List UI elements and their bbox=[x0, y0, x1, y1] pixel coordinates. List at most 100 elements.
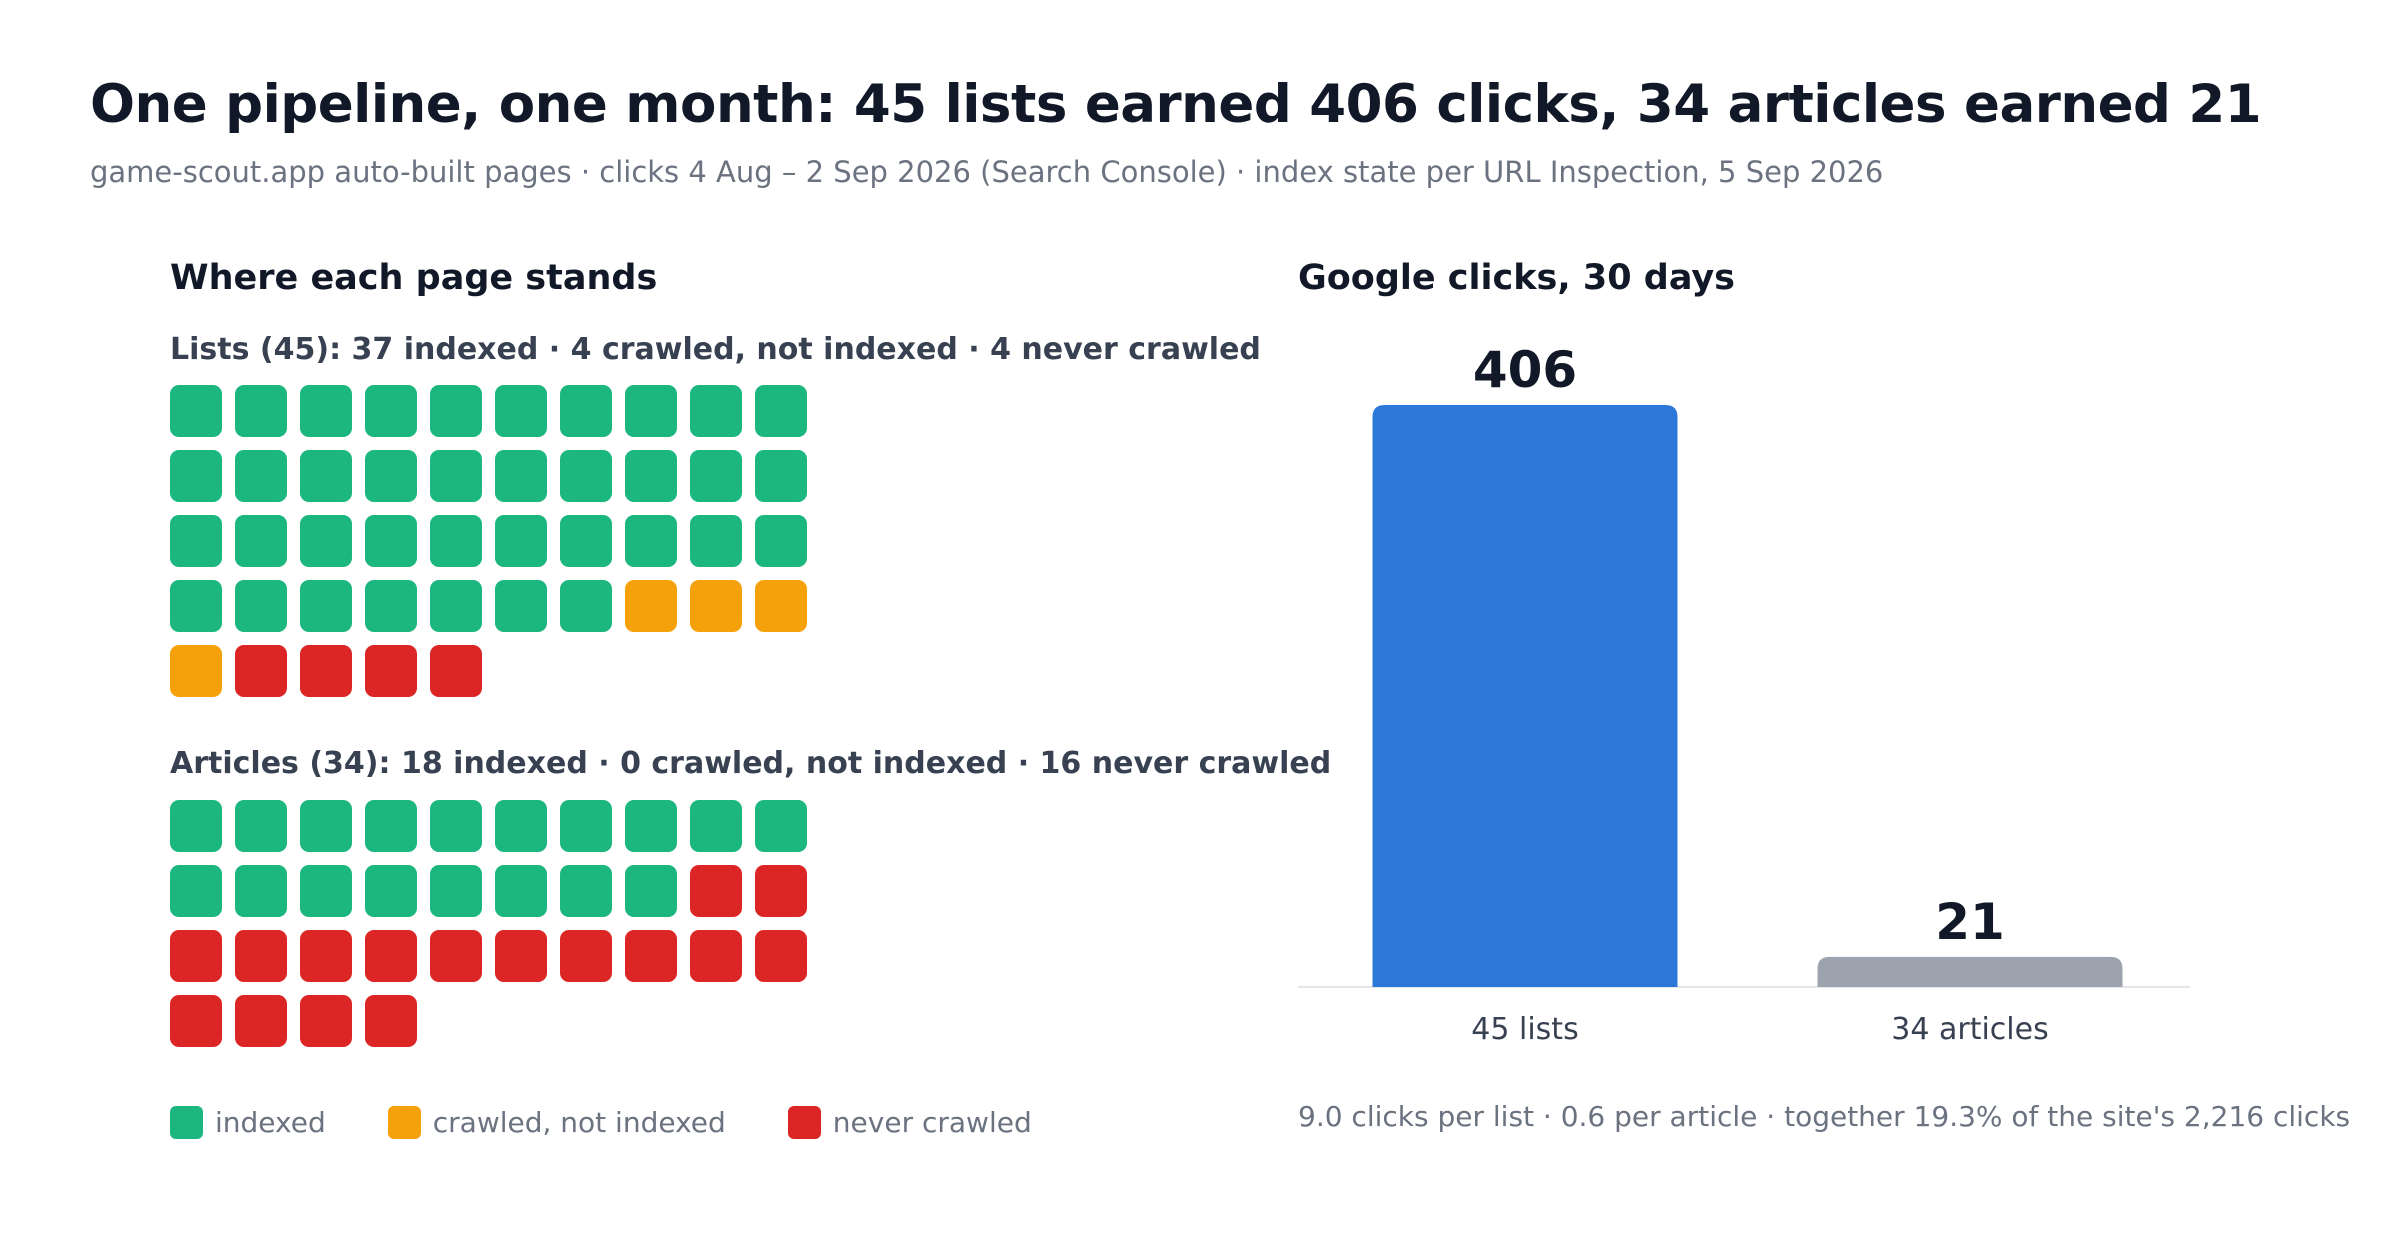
waffle-cell-indexed bbox=[300, 385, 352, 437]
waffle-cell-indexed bbox=[560, 865, 612, 917]
waffle-cell-indexed bbox=[235, 800, 287, 852]
waffle-cell-crawled-not-indexed bbox=[625, 580, 677, 632]
waffle-cell-indexed bbox=[300, 800, 352, 852]
waffle-cell-indexed bbox=[365, 450, 417, 502]
chart-title: One pipeline, one month: 45 lists earned… bbox=[90, 74, 2262, 135]
chart-footnote: 9.0 clicks per list · 0.6 per article · … bbox=[1298, 1100, 2351, 1133]
waffle-cell-indexed bbox=[560, 385, 612, 437]
waffle-cell-indexed bbox=[625, 385, 677, 437]
chart-subtitle: game-scout.app auto-built pages · clicks… bbox=[90, 155, 1884, 189]
waffle-cell-indexed bbox=[365, 515, 417, 567]
category-label: 45 lists bbox=[1471, 1012, 1578, 1047]
waffle-cell-indexed bbox=[170, 580, 222, 632]
bar-value-label: 406 bbox=[1473, 341, 1577, 399]
waffle-cell-indexed bbox=[365, 385, 417, 437]
waffle-cell-indexed bbox=[690, 385, 742, 437]
legend-item-never-crawled: never crawled bbox=[787, 1106, 1032, 1139]
waffle-cell-never-crawled bbox=[365, 930, 417, 982]
waffle-cell-indexed bbox=[690, 800, 742, 852]
waffle-cell-indexed bbox=[170, 385, 222, 437]
waffle-cell-indexed bbox=[300, 865, 352, 917]
waffle-cell-crawled-not-indexed bbox=[170, 645, 222, 697]
waffle-cell-indexed bbox=[170, 450, 222, 502]
waffle-cell-indexed bbox=[365, 800, 417, 852]
legend-item-crawled-not-indexed: crawled, not indexed bbox=[387, 1106, 726, 1139]
category-label: 34 articles bbox=[1891, 1012, 2048, 1047]
waffle-legend: indexed crawled, not indexed never crawl… bbox=[170, 1106, 1094, 1139]
waffle-cell-indexed bbox=[300, 515, 352, 567]
waffle-cell-never-crawled bbox=[625, 930, 677, 982]
waffle-cell-indexed bbox=[495, 865, 547, 917]
waffle-cell-indexed bbox=[235, 515, 287, 567]
waffle-cell-indexed bbox=[365, 580, 417, 632]
waffle-cell-never-crawled bbox=[365, 995, 417, 1047]
waffle-cell-indexed bbox=[560, 580, 612, 632]
waffle-cell-indexed bbox=[625, 865, 677, 917]
waffle-cell-indexed bbox=[560, 450, 612, 502]
waffle-cell-indexed bbox=[755, 450, 807, 502]
waffle-cell-crawled-not-indexed bbox=[690, 580, 742, 632]
legend-swatch-indexed bbox=[170, 1106, 203, 1139]
waffle-cell-indexed bbox=[690, 515, 742, 567]
articles-group-label: Articles (34): 18 indexed · 0 crawled, n… bbox=[170, 746, 1332, 781]
waffle-cell-indexed bbox=[560, 515, 612, 567]
waffle-cell-indexed bbox=[235, 865, 287, 917]
waffle-cell-indexed bbox=[495, 580, 547, 632]
waffle-cell-indexed bbox=[625, 515, 677, 567]
waffle-cell-never-crawled bbox=[365, 645, 417, 697]
waffle-cell-never-crawled bbox=[430, 930, 482, 982]
waffle-cell-never-crawled bbox=[235, 645, 287, 697]
waffle-cell-never-crawled bbox=[300, 995, 352, 1047]
waffle-cell-indexed bbox=[235, 385, 287, 437]
waffle-cell-indexed bbox=[430, 580, 482, 632]
waffle-cell-never-crawled bbox=[170, 930, 222, 982]
waffle-cell-crawled-not-indexed bbox=[755, 580, 807, 632]
waffle-cell-indexed bbox=[560, 800, 612, 852]
waffle-cell-never-crawled bbox=[235, 930, 287, 982]
waffle-cell-never-crawled bbox=[690, 865, 742, 917]
legend-label-indexed: indexed bbox=[215, 1106, 326, 1139]
lists-group-label: Lists (45): 37 indexed · 4 crawled, not … bbox=[170, 332, 1261, 367]
waffle-cell-indexed bbox=[300, 580, 352, 632]
waffle-cell-indexed bbox=[755, 515, 807, 567]
waffle-cell-indexed bbox=[430, 515, 482, 567]
waffle-cell-indexed bbox=[430, 865, 482, 917]
waffle-cell-indexed bbox=[170, 515, 222, 567]
bar-articles bbox=[1817, 956, 2123, 987]
waffle-cell-never-crawled bbox=[755, 930, 807, 982]
waffle-cell-indexed bbox=[495, 450, 547, 502]
legend-label-never-crawled: never crawled bbox=[832, 1106, 1032, 1139]
waffle-cell-indexed bbox=[300, 450, 352, 502]
bar-panel-title: Google clicks, 30 days bbox=[1298, 258, 1736, 298]
waffle-cell-indexed bbox=[235, 450, 287, 502]
waffle-cell-indexed bbox=[495, 515, 547, 567]
waffle-cell-never-crawled bbox=[560, 930, 612, 982]
waffle-cell-never-crawled bbox=[755, 865, 807, 917]
waffle-cell-indexed bbox=[430, 385, 482, 437]
waffle-cell-indexed bbox=[690, 450, 742, 502]
waffle-cell-indexed bbox=[430, 450, 482, 502]
waffle-cell-never-crawled bbox=[690, 930, 742, 982]
waffle-cell-never-crawled bbox=[430, 645, 482, 697]
legend-swatch-crawled-not-indexed bbox=[387, 1106, 421, 1139]
waffle-cell-indexed bbox=[170, 865, 222, 917]
waffle-cell-indexed bbox=[495, 385, 547, 437]
waffle-cell-never-crawled bbox=[170, 995, 222, 1047]
waffle-cell-never-crawled bbox=[235, 995, 287, 1047]
waffle-cell-never-crawled bbox=[300, 645, 352, 697]
waffle-cell-indexed bbox=[365, 865, 417, 917]
legend-item-indexed: indexed bbox=[170, 1106, 326, 1139]
waffle-cell-never-crawled bbox=[495, 930, 547, 982]
waffle-panel-title: Where each page stands bbox=[170, 258, 658, 298]
legend-label-crawled-not-indexed: crawled, not indexed bbox=[432, 1106, 726, 1139]
bar-value-label: 21 bbox=[1935, 893, 2005, 951]
waffle-cell-indexed bbox=[625, 800, 677, 852]
waffle-cell-never-crawled bbox=[300, 930, 352, 982]
clicks-bar-chart: 406 45 lists 21 34 articles bbox=[1298, 341, 2190, 1047]
waffle-cell-indexed bbox=[755, 385, 807, 437]
waffle-cell-indexed bbox=[170, 800, 222, 852]
legend-swatch-never-crawled bbox=[787, 1106, 821, 1139]
waffle-cell-indexed bbox=[430, 800, 482, 852]
waffle-cell-indexed bbox=[625, 450, 677, 502]
waffle-cell-indexed bbox=[235, 580, 287, 632]
